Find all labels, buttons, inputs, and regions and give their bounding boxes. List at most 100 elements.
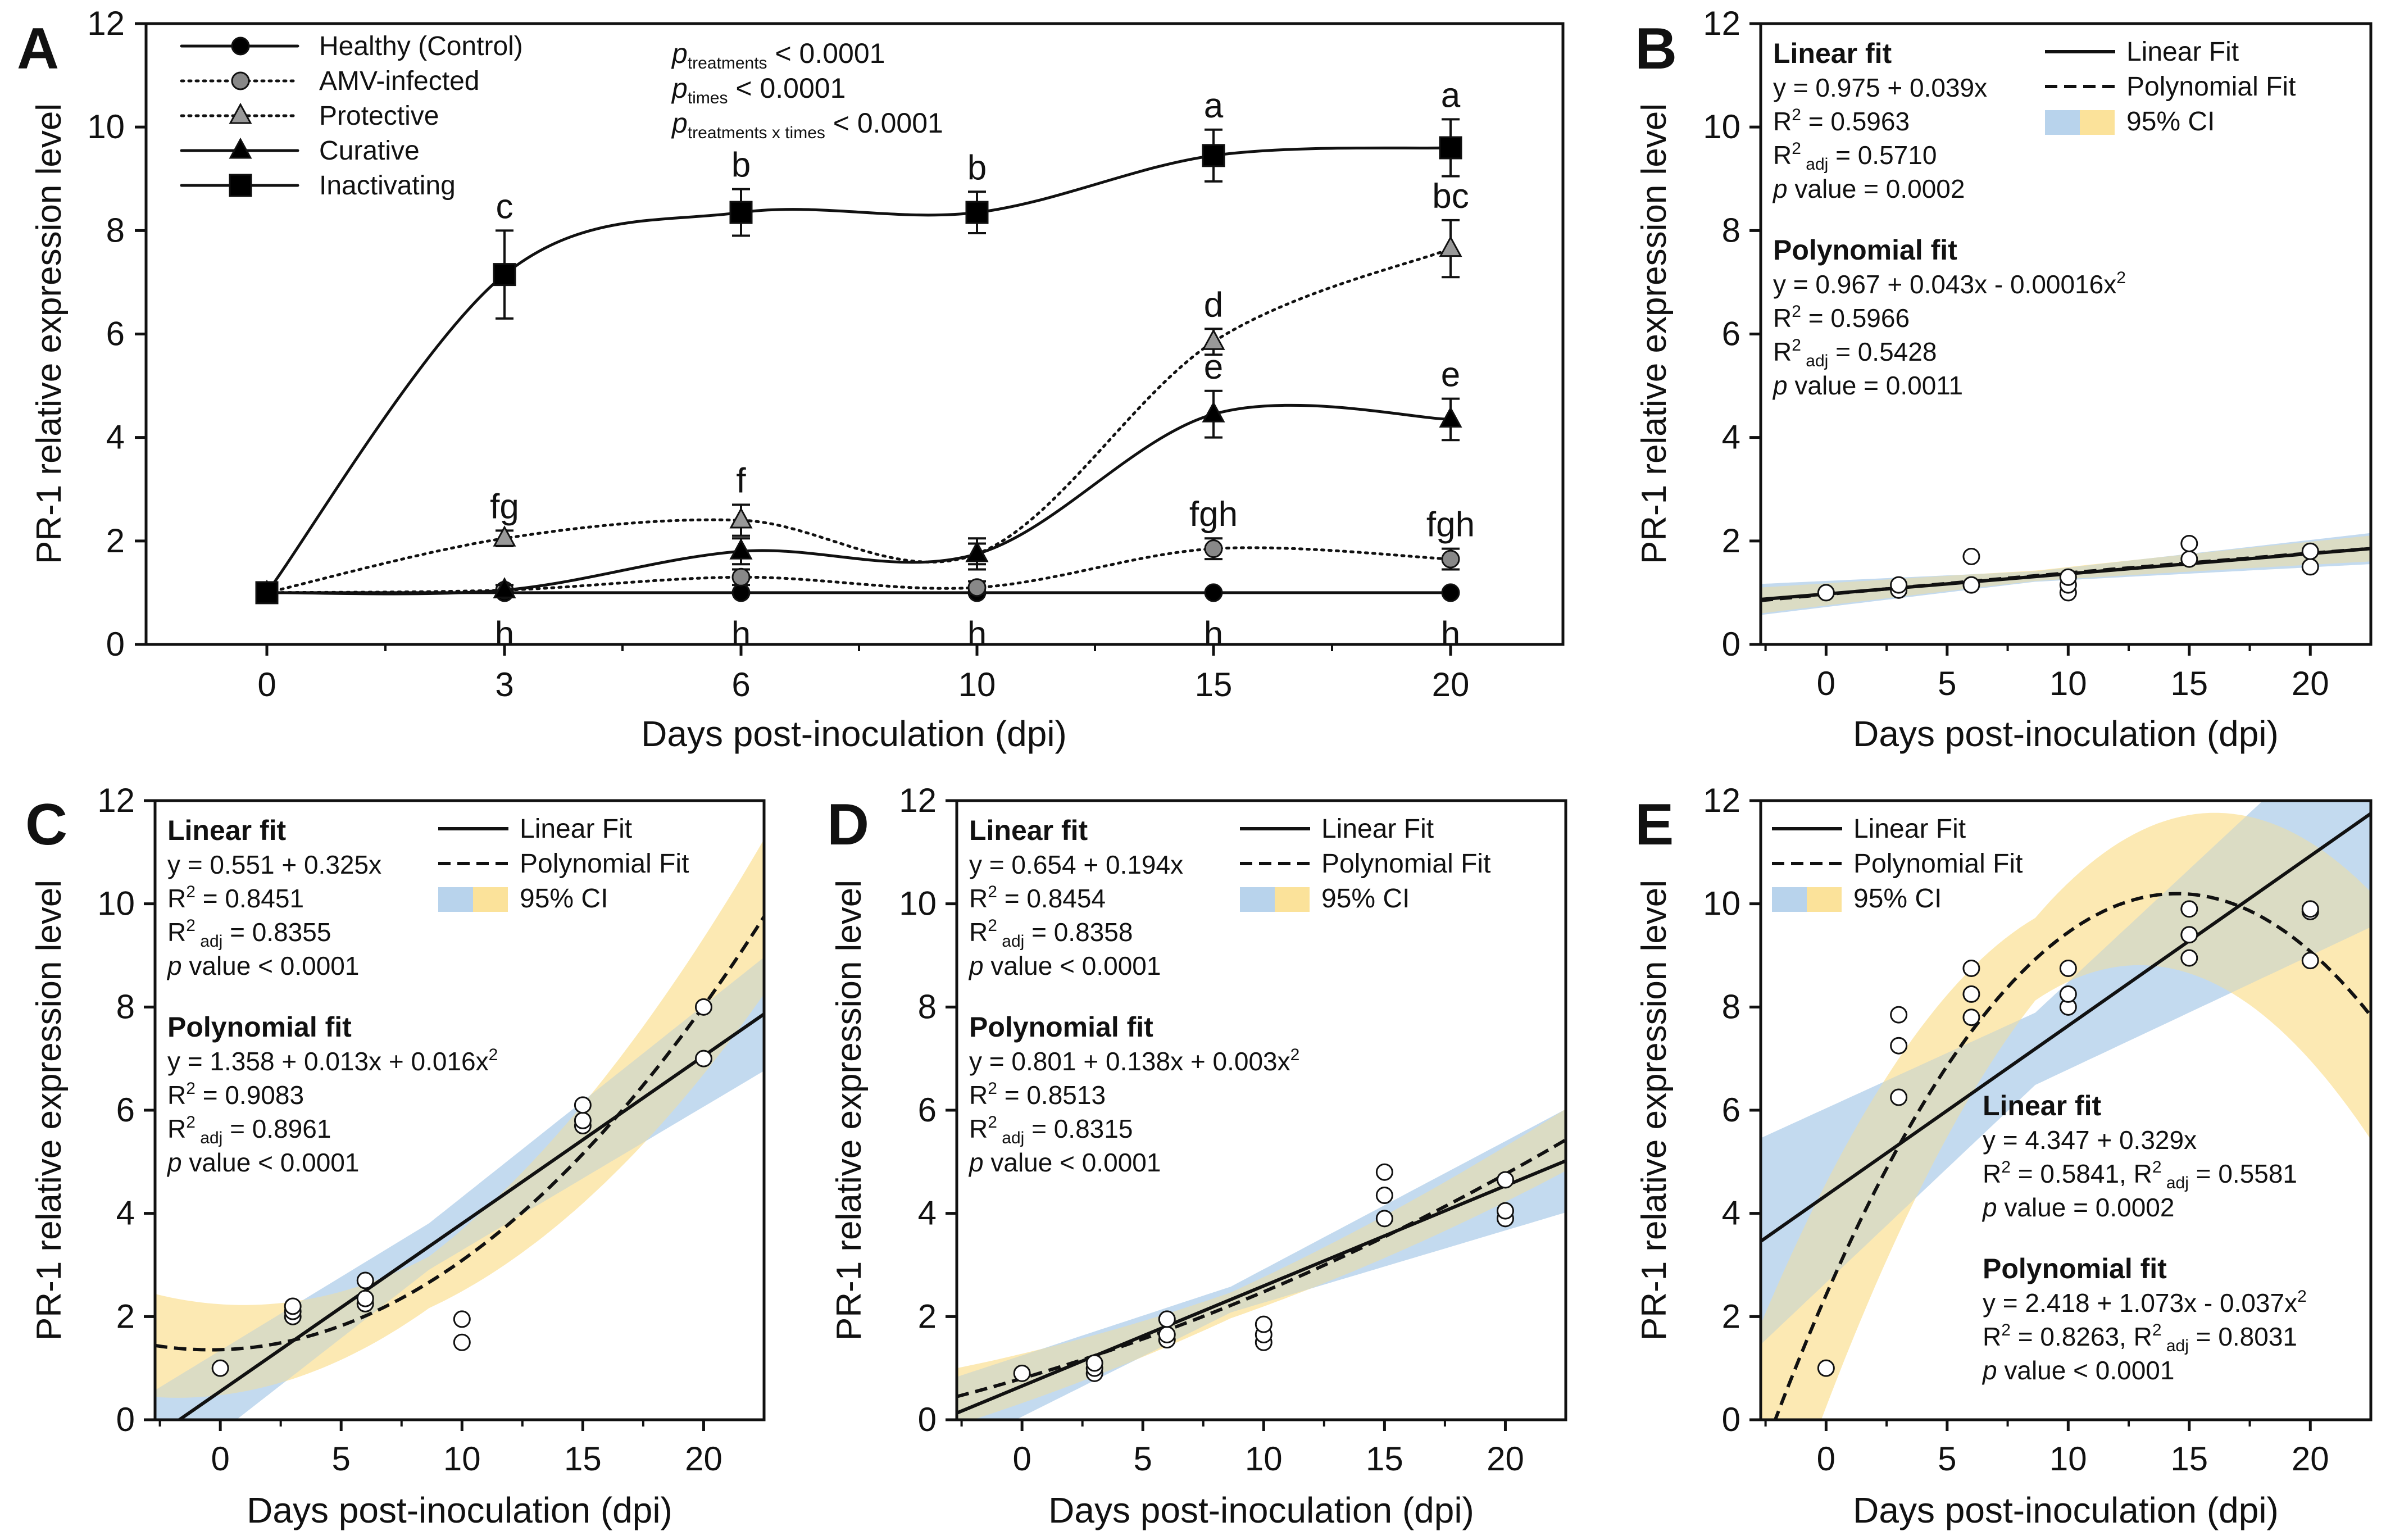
p-value: value < 0.0001	[182, 951, 360, 980]
y-tick-label: 0	[116, 1401, 135, 1438]
polynomial-fit-stats-equation: y = 2.418 + 1.073x - 0.037x2	[1983, 1287, 2307, 1318]
data-point	[1962, 547, 1980, 565]
data-point	[453, 1310, 471, 1328]
series-marker	[1439, 136, 1462, 160]
legend-label: Curative	[319, 136, 420, 166]
linear-fit-line	[957, 1159, 1566, 1415]
r2-value: = 0.5966	[1801, 303, 1910, 333]
x-tick-label: 15	[2170, 1440, 2208, 1478]
data-point	[2301, 542, 2319, 560]
data-point	[1817, 584, 1835, 602]
y-axis-label: PR-1 relative expression level	[30, 880, 69, 1341]
linear-fit-stats-title: Linear fit	[167, 815, 286, 846]
polynomial-fit-stats-r2: R2 = 0.8513	[969, 1079, 1106, 1110]
legend-ci-swatch-yellow	[1275, 887, 1310, 912]
legend-ci-swatch-blue	[438, 887, 473, 912]
x-tick-label: 10	[958, 666, 996, 703]
significance-letter: e	[1441, 356, 1460, 394]
data-point	[1158, 1325, 1176, 1343]
x-tick-label: 5	[1938, 665, 1956, 702]
legend-label-linear: Linear Fit	[520, 814, 632, 844]
subscript: adj	[196, 1129, 222, 1147]
series-marker	[731, 583, 751, 602]
plot-area	[1761, 533, 2371, 615]
data-point	[1013, 1364, 1031, 1382]
data-point	[1962, 985, 1980, 1003]
data-point	[574, 1111, 592, 1129]
x-tick-label: 15	[1366, 1440, 1403, 1478]
p-symbol: p	[166, 951, 182, 980]
polynomial-fit-stats-equation: y = 0.801 + 0.138x + 0.003x2	[969, 1046, 1299, 1076]
significance-letter: h	[495, 615, 514, 654]
linear-fit-stats-pvalue: p value = 0.0002	[1981, 1193, 2174, 1222]
y-tick-label: 0	[106, 625, 125, 663]
x-tick-label: 20	[685, 1440, 722, 1478]
r2adj-value: = 0.5710	[1828, 140, 1937, 170]
stat-value: < 0.0001	[825, 107, 943, 139]
data-point	[2059, 985, 2077, 1003]
x-tick-label: 10	[2049, 1440, 2087, 1478]
subscript: adj	[196, 932, 222, 951]
y-tick-label: 2	[918, 1297, 937, 1335]
y-axis-label: PR-1 relative expression level	[830, 880, 869, 1341]
x-axis-label: Days post-inoculation (dpi)	[1048, 1490, 1474, 1530]
data-point	[2301, 900, 2319, 918]
significance-letter: b	[967, 148, 987, 187]
legend-label: Protective	[319, 101, 439, 131]
ci-band-polynomial	[957, 1109, 1566, 1420]
polynomial-fit-stats-equation: y = 1.358 + 0.013x + 0.016x2	[167, 1046, 498, 1076]
y-tick-label: 10	[1703, 108, 1740, 146]
data-point	[356, 1271, 374, 1289]
x-tick-label: 10	[1245, 1440, 1283, 1478]
legend-label-polynomial: Polynomial Fit	[1853, 849, 2023, 879]
panel-e: 0 2 4 6 8 10 12 0 5 10 15 20 Days post-inoculation (…	[1635, 782, 2373, 1530]
y-tick-label: 8	[1722, 988, 1740, 1025]
r2-value: = 0.8454	[997, 884, 1106, 913]
series-marker	[965, 201, 989, 224]
p-symbol: p	[1772, 371, 1788, 400]
panel-c: 0 2 4 6 8 10 12 0 5 10 15 20 Days post-inoculation (…	[25, 782, 766, 1530]
y-tick-label: 4	[106, 419, 125, 456]
subscript: adj	[2162, 1174, 2189, 1192]
r2-value: = 0.8263, R	[2011, 1322, 2152, 1351]
superscript: 2	[2152, 1158, 2162, 1176]
linear-fit-stats-r2: R2 = 0.5841, R2 adj = 0.5581	[1983, 1158, 2297, 1192]
x-axis-label: Days post-inoculation (dpi)	[247, 1490, 672, 1530]
y-tick-label: 12	[97, 782, 135, 819]
y-tick-label: 6	[106, 315, 125, 353]
superscript: 2	[1792, 302, 1801, 321]
stats-text: ptreatments x times < 0.0001	[671, 107, 943, 142]
x-tick-label: 15	[564, 1440, 602, 1478]
r2-value: = 0.8451	[196, 884, 304, 913]
polynomial-fit-stats-title: Polynomial fit	[969, 1011, 1153, 1043]
series-marker	[1204, 539, 1223, 558]
legend-label-ci: 95% CI	[2126, 107, 2215, 137]
superscript: 2	[186, 1113, 196, 1132]
stats-text: ptreatments < 0.0001	[671, 38, 885, 72]
legend-ci-swatch-blue	[1772, 887, 1807, 912]
y-tick-label: 10	[1703, 885, 1740, 923]
x-tick-label: 6	[731, 666, 750, 703]
y-tick-label: 0	[918, 1401, 937, 1438]
significance-letter: h	[967, 615, 987, 654]
superscript: 2	[988, 883, 997, 901]
superscript: 2	[988, 1113, 997, 1132]
series-marker	[1439, 406, 1462, 428]
x-tick-label: 5	[332, 1440, 351, 1478]
y-tick-label: 4	[1722, 1194, 1740, 1232]
data-point	[2180, 926, 2198, 944]
y-tick-label: 10	[97, 885, 135, 923]
y-tick-label: 2	[1722, 522, 1740, 560]
series-line	[265, 403, 1452, 596]
superscript: 2	[1792, 336, 1801, 355]
y-tick-label: 4	[918, 1194, 937, 1232]
y-tick-label: 6	[1722, 315, 1740, 353]
x-axis-label: Days post-inoculation (dpi)	[1853, 1490, 2279, 1530]
significance-letter: c	[496, 187, 513, 226]
p-value: value < 0.0001	[984, 951, 1161, 980]
r2-value: = 0.5963	[1801, 107, 1910, 136]
r2adj-value: = 0.8961	[222, 1114, 331, 1143]
superscript: 2	[2152, 1321, 2162, 1339]
series-marker	[1202, 401, 1225, 423]
y-tick-label: 8	[918, 988, 937, 1025]
